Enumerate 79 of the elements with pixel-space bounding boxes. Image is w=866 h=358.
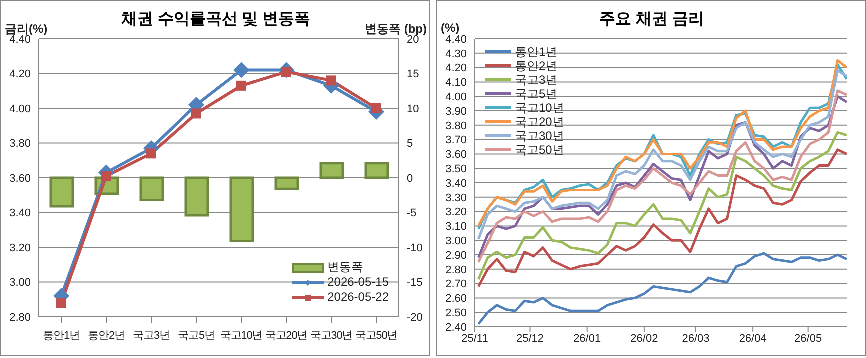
y2-tick-label: -10 — [407, 242, 423, 254]
y-tick-label: 4.40 — [10, 34, 31, 46]
legend-label: 국고20년 — [515, 114, 564, 130]
y2-tick-label: 0 — [407, 172, 414, 185]
x-tick-label: 26/02 — [630, 332, 658, 345]
y-tick-label: 4.00 — [10, 103, 31, 116]
y-tick-label: 4.30 — [446, 48, 467, 60]
x-tick-label: 국고20년 — [265, 330, 308, 342]
chart-title: 주요 채권 금리 — [600, 11, 704, 28]
y-tick-label: 3.90 — [446, 106, 467, 118]
y-tick-label: 3.10 — [446, 221, 467, 234]
y-tick-label: 3.70 — [446, 134, 467, 147]
y-tick-label: 4.20 — [10, 68, 31, 81]
x-tick-label: 25/12 — [516, 332, 544, 345]
y-axis-title: (%) — [441, 21, 460, 35]
x-tick-label: 통안2년 — [88, 330, 125, 342]
x-tick-label: 국고50년 — [355, 330, 398, 342]
y-tick-label: 3.40 — [446, 178, 467, 190]
y2-axis-title: 변동폭 (bp) — [365, 21, 427, 36]
point — [234, 62, 250, 78]
legend-label: 통안2년 — [515, 58, 558, 74]
y-tick-label: 3.20 — [446, 206, 467, 219]
legend-label: 통안1년 — [515, 44, 558, 60]
legend-label: 국고50년 — [515, 142, 564, 158]
y-tick-label: 2.80 — [446, 264, 467, 276]
legend-label: 변동폭 — [328, 260, 364, 275]
y2-tick-label: -5 — [407, 208, 417, 220]
point — [56, 298, 66, 308]
x-tick-label: 통안1년 — [43, 330, 80, 342]
y-tick-label: 3.60 — [10, 172, 31, 185]
y2-tick-label: 15 — [407, 68, 420, 81]
y-tick-label: 3.40 — [10, 208, 31, 220]
point — [236, 80, 246, 91]
legend-label: 국고3년 — [515, 72, 558, 88]
point — [146, 148, 156, 159]
y-tick-label: 2.70 — [446, 278, 467, 291]
x-tick-label: 국고3년 — [133, 330, 170, 342]
y-tick-label: 4.00 — [446, 92, 467, 104]
legend-label: 국고5년 — [515, 86, 558, 102]
x-tick-label: 국고30년 — [310, 330, 353, 342]
y-tick-label: 3.60 — [446, 149, 467, 162]
y-tick-label: 4.20 — [446, 62, 467, 75]
y-tick-label: 2.80 — [10, 312, 31, 324]
chart-title: 채권 수익률곡선 및 변동폭 — [121, 11, 311, 28]
legend-label: 국고30년 — [515, 128, 564, 144]
y-tick-label: 2.40 — [446, 322, 467, 334]
y-tick-label: 3.00 — [446, 236, 467, 248]
y-axis-title: 금리(%) — [5, 21, 48, 36]
y-tick-label: 3.20 — [10, 242, 31, 254]
legend-label: 국고10년 — [515, 100, 564, 116]
x-tick-label: 국고5년 — [178, 330, 215, 342]
x-tick-label: 26/01 — [574, 332, 602, 345]
y-tick-label: 3.80 — [446, 120, 467, 132]
y-tick-label: 2.50 — [446, 308, 467, 320]
line-series — [477, 252, 847, 326]
legend-label: 2026-05-22 — [328, 290, 389, 305]
y2-tick-label: -20 — [407, 312, 423, 324]
x-tick-label: 25/11 — [462, 332, 488, 345]
y-tick-label: 3.80 — [10, 138, 31, 150]
y-tick-label: 3.00 — [10, 277, 31, 290]
x-tick-label: 26/03 — [682, 332, 710, 345]
x-tick-label: 26/04 — [739, 332, 767, 345]
legend-label: 2026-05-15 — [328, 275, 389, 290]
point — [326, 76, 336, 86]
y-tick-label: 4.10 — [446, 77, 467, 90]
y2-tick-label: -15 — [407, 277, 423, 290]
x-tick-label: 26/05 — [794, 332, 822, 345]
point — [192, 108, 202, 119]
point — [372, 104, 382, 114]
line-series — [477, 131, 847, 281]
point — [102, 171, 112, 182]
y2-tick-label: 10 — [407, 103, 420, 116]
y-tick-label: 4.40 — [446, 34, 467, 46]
x-tick-label: 국고10년 — [220, 330, 263, 342]
y-tick-label: 3.50 — [446, 164, 467, 176]
y-tick-label: 2.60 — [446, 293, 467, 306]
y-tick-label: 2.90 — [446, 250, 467, 262]
y2-tick-label: 5 — [407, 138, 414, 150]
y-tick-label: 3.30 — [446, 192, 467, 204]
